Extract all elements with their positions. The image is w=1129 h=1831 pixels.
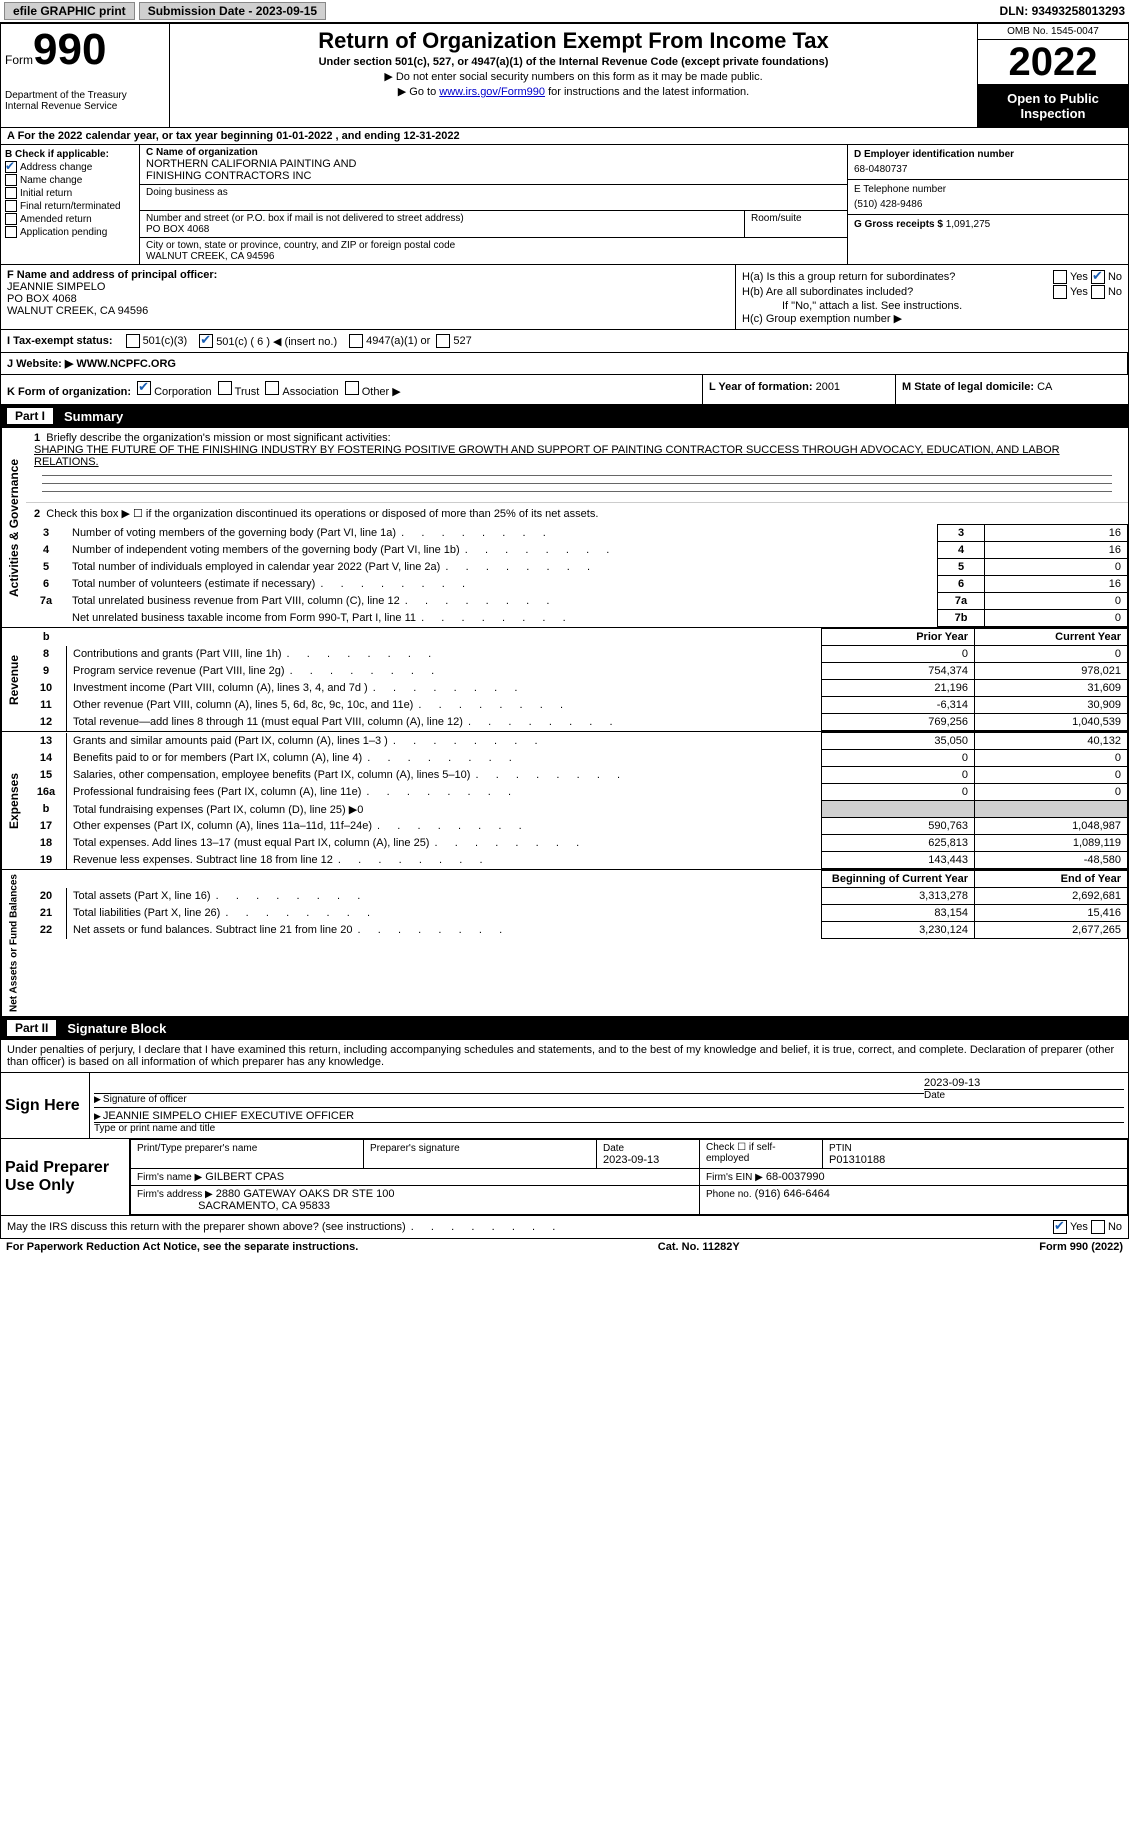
top-bar: efile GRAPHIC print Submission Date - 20… [0, 0, 1129, 23]
gross-receipts-value: 1,091,275 [946, 219, 991, 230]
org-name-label: C Name of organization [146, 147, 841, 158]
hb-yes[interactable] [1053, 285, 1067, 299]
officer-addr1: PO BOX 4068 [7, 293, 729, 305]
sig-name: JEANNIE SIMPELO CHIEF EXECUTIVE OFFICER [94, 1110, 1124, 1122]
ein-label: D Employer identification number [854, 149, 1122, 160]
hc-label: H(c) Group exemption number ▶ [742, 312, 1122, 325]
chk-corporation[interactable] [137, 381, 151, 395]
hb-label: H(b) Are all subordinates included? [742, 286, 1050, 298]
line2-text: Check this box ▶ ☐ if the organization d… [46, 508, 598, 520]
chk-amended[interactable] [5, 213, 17, 225]
org-name-1: NORTHERN CALIFORNIA PAINTING AND [146, 158, 841, 170]
tax-year: 2022 [978, 40, 1128, 85]
ha-label: H(a) Is this a group return for subordin… [742, 271, 1050, 283]
addr-value: PO BOX 4068 [146, 224, 738, 235]
dln-label: DLN: 93493258013293 [1000, 4, 1125, 18]
chk-501c3[interactable] [126, 334, 140, 348]
city-value: WALNUT CREEK, CA 94596 [146, 251, 841, 262]
expenses-table: 13Grants and similar amounts paid (Part … [26, 732, 1128, 869]
side-expenses: Expenses [1, 732, 26, 869]
net-assets-table: Beginning of Current YearEnd of Year20To… [26, 870, 1128, 939]
hb-note: If "No," attach a list. See instructions… [742, 300, 1122, 312]
declaration-text: Under penalties of perjury, I declare th… [0, 1039, 1129, 1073]
paid-preparer-row: Paid Preparer Use Only Print/Type prepar… [0, 1139, 1129, 1216]
chk-527[interactable] [436, 334, 450, 348]
city-label: City or town, state or province, country… [146, 240, 841, 251]
website-value: WWW.NCPFC.ORG [76, 358, 176, 370]
ein-value: 68-0480737 [854, 164, 1122, 175]
room-suite-label: Room/suite [745, 211, 847, 237]
form-header: Form990 Department of the Treasury Inter… [0, 23, 1129, 128]
chk-trust[interactable] [218, 381, 232, 395]
side-activities: Activities & Governance [1, 428, 26, 627]
chk-4947[interactable] [349, 334, 363, 348]
discuss-yes[interactable] [1053, 1220, 1067, 1234]
gross-receipts-label: G Gross receipts $ [854, 219, 943, 230]
telephone-value: (510) 428-9486 [854, 199, 1122, 210]
chk-other[interactable] [345, 381, 359, 395]
addr-label: Number and street (or P.O. box if mail i… [146, 213, 738, 224]
sig-date: 2023-09-13 [924, 1077, 1124, 1089]
part1-header: Part I Summary [0, 405, 1129, 427]
net-assets-block: Net Assets or Fund Balances Beginning of… [0, 870, 1129, 1017]
chk-501c[interactable] [199, 334, 213, 348]
officer-block: F Name and address of principal officer:… [0, 265, 1129, 330]
ha-yes[interactable] [1053, 270, 1067, 284]
side-net-assets: Net Assets or Fund Balances [1, 870, 26, 1016]
irs-link[interactable]: www.irs.gov/Form990 [439, 86, 545, 98]
chk-initial-return[interactable] [5, 187, 17, 199]
officer-label: F Name and address of principal officer: [7, 269, 729, 281]
mission-text: SHAPING THE FUTURE OF THE FINISHING INDU… [34, 444, 1060, 468]
dba-label: Doing business as [146, 187, 841, 198]
sign-here-label: Sign Here [1, 1073, 90, 1138]
form-title: Return of Organization Exempt From Incom… [174, 28, 973, 54]
sig-name-label: Type or print name and title [94, 1122, 1124, 1134]
form-number: 990 [33, 25, 106, 74]
info-block: B Check if applicable: Address change Na… [0, 145, 1129, 265]
submission-date-button[interactable]: Submission Date - 2023-09-15 [139, 2, 326, 20]
activities-governance-block: Activities & Governance 1 Briefly descri… [0, 427, 1129, 628]
dept-treasury: Department of the Treasury Internal Reve… [5, 90, 165, 112]
efile-print-button[interactable]: efile GRAPHIC print [4, 2, 135, 20]
paid-preparer-label: Paid Preparer Use Only [1, 1139, 130, 1215]
discuss-no[interactable] [1091, 1220, 1105, 1234]
website-row: J Website: ▶ WWW.NCPFC.ORG [0, 353, 1129, 375]
sig-officer-label: Signature of officer [94, 1093, 924, 1105]
chk-final-return[interactable] [5, 200, 17, 212]
chk-address-change[interactable] [5, 161, 17, 173]
chk-app-pending[interactable] [5, 226, 17, 238]
governance-table: 3Number of voting members of the governi… [26, 524, 1128, 627]
tax-exempt-status-row: I Tax-exempt status: 501(c)(3) 501(c) ( … [0, 330, 1129, 353]
org-name-2: FINISHING CONTRACTORS INC [146, 170, 841, 182]
part2-header: Part II Signature Block [0, 1017, 1129, 1039]
preparer-table: Print/Type preparer's name Preparer's si… [130, 1139, 1128, 1215]
side-revenue: Revenue [1, 628, 26, 731]
revenue-block: Revenue bPrior YearCurrent Year8Contribu… [0, 628, 1129, 732]
note-ssn: ▶ Do not enter social security numbers o… [174, 70, 973, 83]
ha-no[interactable] [1091, 270, 1105, 284]
revenue-table: bPrior YearCurrent Year8Contributions an… [26, 628, 1128, 731]
form-label: Form [5, 53, 33, 67]
chk-association[interactable] [265, 381, 279, 395]
note-link: ▶ Go to www.irs.gov/Form990 for instruct… [174, 85, 973, 98]
irs-discuss-row: May the IRS discuss this return with the… [0, 1216, 1129, 1239]
col-b-checkboxes: B Check if applicable: Address change Na… [1, 145, 140, 264]
officer-addr2: WALNUT CREEK, CA 94596 [7, 305, 729, 317]
page-footer: For Paperwork Reduction Act Notice, see … [0, 1239, 1129, 1255]
hb-no[interactable] [1091, 285, 1105, 299]
website-label: J Website: ▶ [7, 358, 73, 370]
telephone-label: E Telephone number [854, 184, 1122, 195]
sig-date-label: Date [924, 1089, 1124, 1101]
row-a-calendar-year: A For the 2022 calendar year, or tax yea… [0, 128, 1129, 145]
form-of-org-row: K Form of organization: Corporation Trus… [0, 375, 1129, 405]
mission-label: Briefly describe the organization's miss… [46, 432, 390, 444]
expenses-block: Expenses 13Grants and similar amounts pa… [0, 732, 1129, 870]
officer-name: JEANNIE SIMPELO [7, 281, 729, 293]
form-subtitle: Under section 501(c), 527, or 4947(a)(1)… [174, 56, 973, 68]
chk-name-change[interactable] [5, 174, 17, 186]
omb-number: OMB No. 1545-0047 [978, 24, 1128, 40]
open-to-public: Open to Public Inspection [978, 85, 1128, 127]
sign-here-row: Sign Here Signature of officer 2023-09-1… [0, 1073, 1129, 1139]
